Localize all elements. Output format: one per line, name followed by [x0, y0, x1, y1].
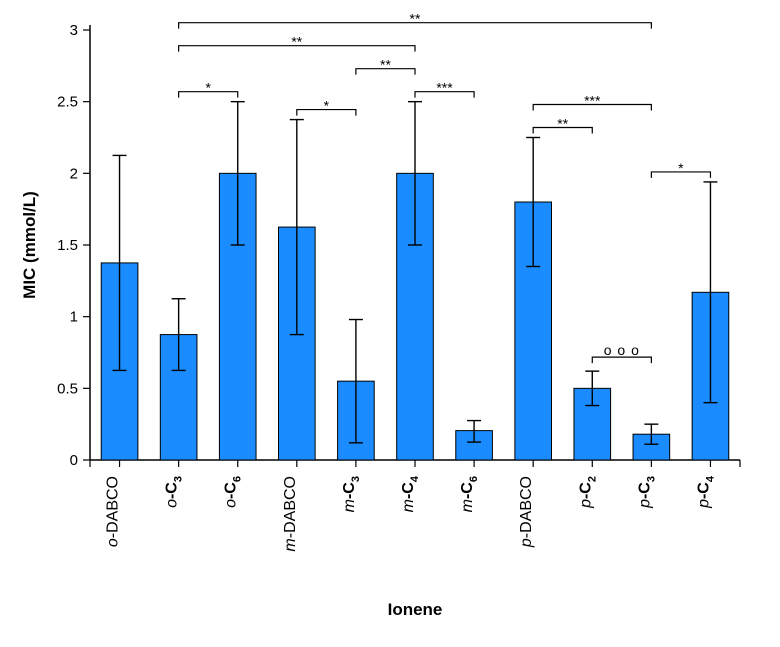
svg-text:0: 0 [70, 452, 78, 469]
svg-text:p-C2: p-C2 [577, 476, 598, 509]
xlabel-p-C3: p-C3 [636, 476, 657, 509]
xlabel-m-C6: m-C6 [459, 476, 480, 512]
svg-text:p-C4: p-C4 [695, 475, 716, 509]
sig-label: o o o [604, 342, 640, 358]
xlabel-p-C4: p-C4 [695, 475, 716, 509]
svg-text:2.5: 2.5 [57, 94, 78, 111]
sig-label: * [678, 160, 684, 176]
xlabel-m-C4: m-C4 [400, 475, 421, 512]
xlabel-o-DABCO: o-DABCO [105, 476, 122, 547]
x-axis-title: Ionene [388, 600, 443, 619]
sig-label: ** [380, 57, 391, 73]
y-axis-title: MIC (mmol/L) [20, 191, 39, 299]
xlabel-m-C3: m-C3 [341, 476, 362, 512]
sig-label: *** [436, 80, 453, 96]
svg-text:o-C3: o-C3 [164, 476, 185, 508]
xlabel-o-C3: o-C3 [164, 476, 185, 508]
xlabel-p-C2: p-C2 [577, 476, 598, 509]
sig-label: ** [410, 11, 421, 27]
svg-text:o-DABCO: o-DABCO [105, 476, 122, 547]
xlabel-p-DABCO: p-DABCO [518, 476, 535, 548]
svg-text:1.5: 1.5 [57, 237, 78, 254]
svg-text:o-C6: o-C6 [223, 476, 244, 508]
svg-text:2: 2 [70, 165, 78, 182]
sig-label: * [205, 80, 211, 96]
svg-text:p-C3: p-C3 [636, 476, 657, 509]
sig-label: ** [291, 34, 302, 50]
svg-text:0.5: 0.5 [57, 380, 78, 397]
sig-label: * [324, 98, 330, 114]
svg-text:1: 1 [70, 309, 78, 326]
svg-text:m-C4: m-C4 [400, 475, 421, 512]
sig-label: ** [557, 116, 568, 132]
xlabel-m-DABCO: m-DABCO [282, 476, 299, 552]
xlabel-o-C6: o-C6 [223, 476, 244, 508]
chart-svg: 0 0.5 1 1.5 2 2.5 3 o-DABCO o-C3 o-C6 m-DABCO m-C3 m… [0, 0, 780, 647]
svg-text:m-DABCO: m-DABCO [282, 476, 299, 552]
svg-text:3: 3 [70, 22, 78, 39]
sig-label: *** [584, 93, 601, 109]
svg-text:m-C3: m-C3 [341, 476, 362, 512]
mic-bar-chart: 0 0.5 1 1.5 2 2.5 3 o-DABCO o-C3 o-C6 m-DABCO m-C3 m… [0, 0, 780, 647]
svg-text:m-C6: m-C6 [459, 476, 480, 512]
svg-text:p-DABCO: p-DABCO [518, 476, 535, 548]
